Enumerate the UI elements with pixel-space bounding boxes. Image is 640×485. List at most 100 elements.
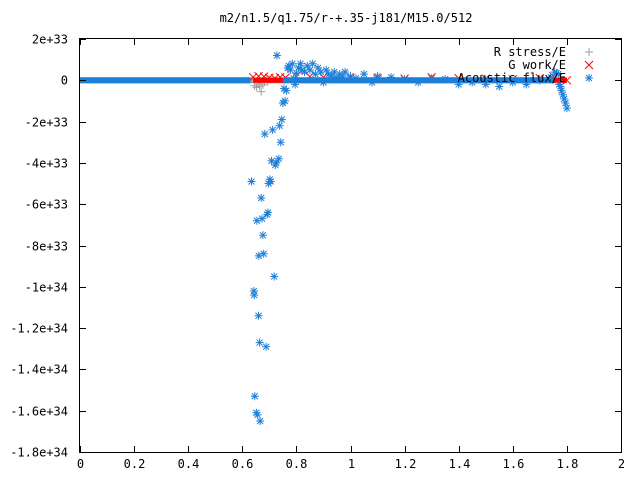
- data-point: [338, 72, 347, 81]
- data-point: [387, 73, 396, 82]
- data-point: [562, 75, 572, 85]
- data-point: [508, 78, 517, 87]
- data-point: [373, 72, 382, 81]
- data-point: [255, 82, 264, 91]
- data-point: [427, 74, 436, 83]
- legend-marker: [585, 48, 593, 56]
- data-point: [275, 121, 284, 130]
- legend-marker: [585, 74, 593, 82]
- data-point: [274, 154, 283, 163]
- x-tick-label: 1.6: [503, 457, 525, 471]
- data-point: [259, 249, 268, 258]
- x-tick-label: 2: [618, 457, 625, 471]
- chart-title: m2/n1.5/q1.75/r-+.35-j181/M15.0/512: [220, 11, 473, 25]
- data-point: [561, 99, 570, 108]
- y-tick-label: -1.8e+34: [10, 446, 68, 460]
- x-tick-label: 0.4: [178, 457, 200, 471]
- data-point: [495, 82, 504, 91]
- data-point: [308, 59, 317, 68]
- data-point: [554, 70, 563, 79]
- data-point: [250, 291, 259, 300]
- data-point: [260, 129, 269, 138]
- data-point: [282, 86, 291, 95]
- data-point: [268, 125, 277, 134]
- data-point: [262, 342, 271, 351]
- data-point: [250, 81, 259, 90]
- legend-marker: [584, 60, 594, 70]
- data-point: [454, 80, 463, 89]
- data-point: [368, 78, 377, 87]
- x-tick-label: 1: [348, 457, 355, 471]
- data-point: [270, 73, 280, 83]
- data-point: [414, 78, 423, 87]
- data-point: [276, 138, 285, 147]
- data-point: [291, 80, 300, 89]
- data-point: [259, 72, 269, 81]
- legend-label: R stress/E: [494, 45, 566, 59]
- x-tick-label: 1.2: [395, 457, 417, 471]
- data-point: [441, 75, 450, 84]
- data-point: [250, 392, 259, 401]
- data-point: [322, 65, 331, 74]
- marker-run: [80, 77, 251, 84]
- data-point: [341, 68, 350, 77]
- data-point: [286, 65, 295, 74]
- data-point: [254, 311, 263, 320]
- data-point: [281, 96, 290, 105]
- data-point: [247, 177, 256, 186]
- y-axis: 2e+33 0 -2e+33 -4e+33 -6e+33 -8e+33 -1e+34 -1.2…: [10, 33, 621, 460]
- y-tick-label: -6e+33: [25, 198, 68, 212]
- y-tick-label: -2e+33: [25, 116, 68, 130]
- data-point: [252, 83, 261, 92]
- data-point: [546, 73, 555, 82]
- data-point: [255, 338, 264, 347]
- data-point: [327, 72, 336, 81]
- data-point: [272, 158, 281, 167]
- data-point: [257, 87, 266, 96]
- y-tick-label: -8e+33: [25, 240, 68, 254]
- data-point: [254, 251, 263, 260]
- y-tick-label: -1.2e+34: [10, 322, 68, 336]
- data-point: [468, 78, 477, 87]
- marker-run-band: [80, 77, 251, 84]
- y-tick-label: -1e+34: [25, 281, 68, 295]
- data-point: [289, 74, 298, 83]
- x-tick-label: 0.6: [232, 457, 254, 471]
- data-point: [562, 104, 571, 113]
- data-point: [296, 59, 305, 68]
- y-tick-label: -1.6e+34: [10, 405, 68, 419]
- x-tick-label: 1.4: [449, 457, 471, 471]
- data-point: [270, 272, 279, 281]
- data-point: [400, 75, 409, 84]
- data-point: [360, 70, 369, 79]
- data-point: [481, 80, 490, 89]
- data-point: [277, 115, 286, 124]
- plot-area: [80, 51, 572, 426]
- data-point: [305, 65, 314, 74]
- data-point: [258, 231, 267, 240]
- x-tick-label: 0.8: [286, 457, 308, 471]
- data-point: [557, 86, 566, 95]
- legend-label: Acoustic flux/E: [458, 71, 566, 85]
- data-point: [256, 417, 265, 426]
- y-tick-label: -4e+33: [25, 157, 68, 171]
- y-tick-label: 2e+33: [32, 33, 68, 47]
- x-axis: 0 0.2 0.4 0.6 0.8 1 1.2 1.4 1.6 1.8 2: [77, 39, 625, 471]
- data-point: [258, 214, 267, 223]
- y-tick-label: -1.4e+34: [10, 363, 68, 377]
- data-point: [272, 51, 281, 60]
- data-point: [266, 177, 275, 186]
- data-point: [522, 80, 531, 89]
- data-point: [257, 194, 266, 203]
- data-point: [351, 74, 360, 83]
- data-point: [288, 59, 297, 68]
- series-acoustic-flux-e: [80, 51, 571, 426]
- data-point: [248, 72, 258, 82]
- x-tick-label: 1.8: [557, 457, 579, 471]
- y-tick-label: 0: [61, 74, 68, 88]
- x-tick-label: 0: [77, 457, 84, 471]
- data-point: [253, 410, 262, 419]
- data-point: [535, 76, 544, 85]
